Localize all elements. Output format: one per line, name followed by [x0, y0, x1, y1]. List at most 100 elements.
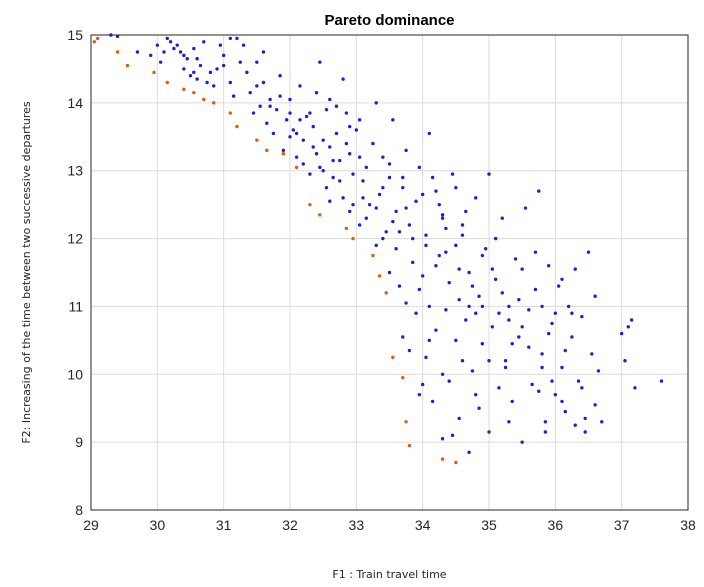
data-point	[334, 131, 339, 136]
data-point	[288, 111, 292, 115]
x-tick-label: 37	[614, 517, 630, 533]
data-point	[454, 338, 458, 343]
data-point	[437, 253, 441, 258]
data-point	[454, 185, 458, 190]
pareto-front-point	[391, 355, 395, 360]
data-point	[357, 223, 362, 227]
data-point	[241, 43, 246, 47]
pareto-front-point	[294, 165, 299, 170]
data-point	[454, 243, 458, 248]
data-point	[467, 450, 471, 455]
data-point	[503, 365, 508, 370]
pareto-front-point	[344, 226, 349, 231]
data-point	[593, 294, 597, 298]
data-point	[208, 70, 213, 75]
pareto-front-point	[371, 253, 375, 258]
pareto-front-point	[401, 375, 405, 380]
data-point	[467, 270, 471, 275]
data-point	[314, 152, 319, 156]
pareto-front-point	[95, 36, 100, 41]
data-point	[155, 43, 160, 47]
data-point	[430, 399, 435, 404]
data-point	[301, 162, 305, 166]
data-point	[520, 325, 524, 329]
data-point	[192, 46, 196, 51]
data-point	[328, 97, 332, 102]
data-point	[344, 111, 349, 115]
data-point	[212, 84, 216, 88]
data-point	[288, 135, 292, 139]
data-point	[334, 104, 339, 108]
data-point	[357, 155, 362, 159]
data-point	[367, 202, 372, 207]
data-point	[464, 209, 468, 214]
data-point	[480, 253, 485, 258]
data-point	[517, 297, 521, 302]
data-point	[188, 74, 193, 78]
data-point	[301, 138, 305, 142]
data-point	[149, 53, 153, 58]
data-point	[298, 118, 302, 122]
y-tick-label: 14	[67, 95, 83, 111]
data-point	[228, 36, 232, 41]
data-point	[457, 297, 461, 302]
data-point	[543, 430, 548, 434]
data-point	[387, 270, 392, 275]
data-point	[487, 172, 491, 176]
data-point	[205, 80, 209, 85]
data-point	[450, 433, 455, 438]
data-point	[318, 165, 322, 170]
data-point	[391, 118, 395, 122]
data-point	[590, 352, 594, 356]
data-point	[440, 372, 445, 376]
pareto-front-point	[152, 70, 156, 75]
y-tick-label: 11	[68, 298, 83, 314]
pareto-front-point	[92, 40, 97, 44]
pareto-front-point	[454, 460, 458, 465]
data-point	[560, 399, 564, 404]
data-point	[182, 67, 186, 71]
data-point	[198, 63, 203, 68]
data-point	[460, 233, 465, 237]
y-tick-label: 13	[67, 163, 83, 179]
data-point	[397, 230, 402, 234]
data-point	[275, 107, 279, 112]
x-tick-label: 35	[481, 517, 497, 533]
data-point	[424, 233, 428, 237]
data-point	[364, 216, 368, 220]
data-point	[364, 165, 368, 170]
data-point	[407, 348, 412, 353]
data-point	[447, 280, 451, 285]
data-point	[480, 342, 485, 346]
data-point	[304, 114, 309, 119]
data-point	[195, 77, 199, 81]
data-point	[493, 236, 498, 241]
data-point	[407, 223, 412, 227]
data-point	[550, 379, 554, 383]
data-point	[560, 365, 564, 370]
data-point	[411, 260, 415, 265]
y-tick-label: 12	[67, 231, 83, 247]
data-point	[570, 311, 574, 315]
data-point	[470, 369, 475, 373]
data-point	[530, 382, 534, 387]
data-point	[338, 158, 342, 163]
data-point	[265, 121, 269, 125]
data-point	[401, 175, 405, 180]
data-point	[404, 206, 408, 210]
pareto-front-point	[125, 63, 130, 68]
data-point	[318, 60, 322, 64]
pareto-front-point	[407, 443, 412, 448]
x-tick-label: 33	[349, 517, 365, 533]
data-point	[510, 399, 514, 404]
data-point	[387, 162, 392, 166]
data-point	[195, 57, 199, 61]
data-point	[271, 131, 276, 136]
axis-ticks: 29 30 31 32 33 34 35 36 37 38 8 9 10 11 12 13 14 15	[67, 27, 696, 533]
pareto-front-point	[115, 50, 120, 54]
pareto-front-point	[165, 80, 169, 85]
data-point	[500, 291, 504, 295]
pareto-front-point	[182, 87, 186, 91]
data-point	[547, 264, 551, 268]
data-point	[434, 189, 438, 193]
